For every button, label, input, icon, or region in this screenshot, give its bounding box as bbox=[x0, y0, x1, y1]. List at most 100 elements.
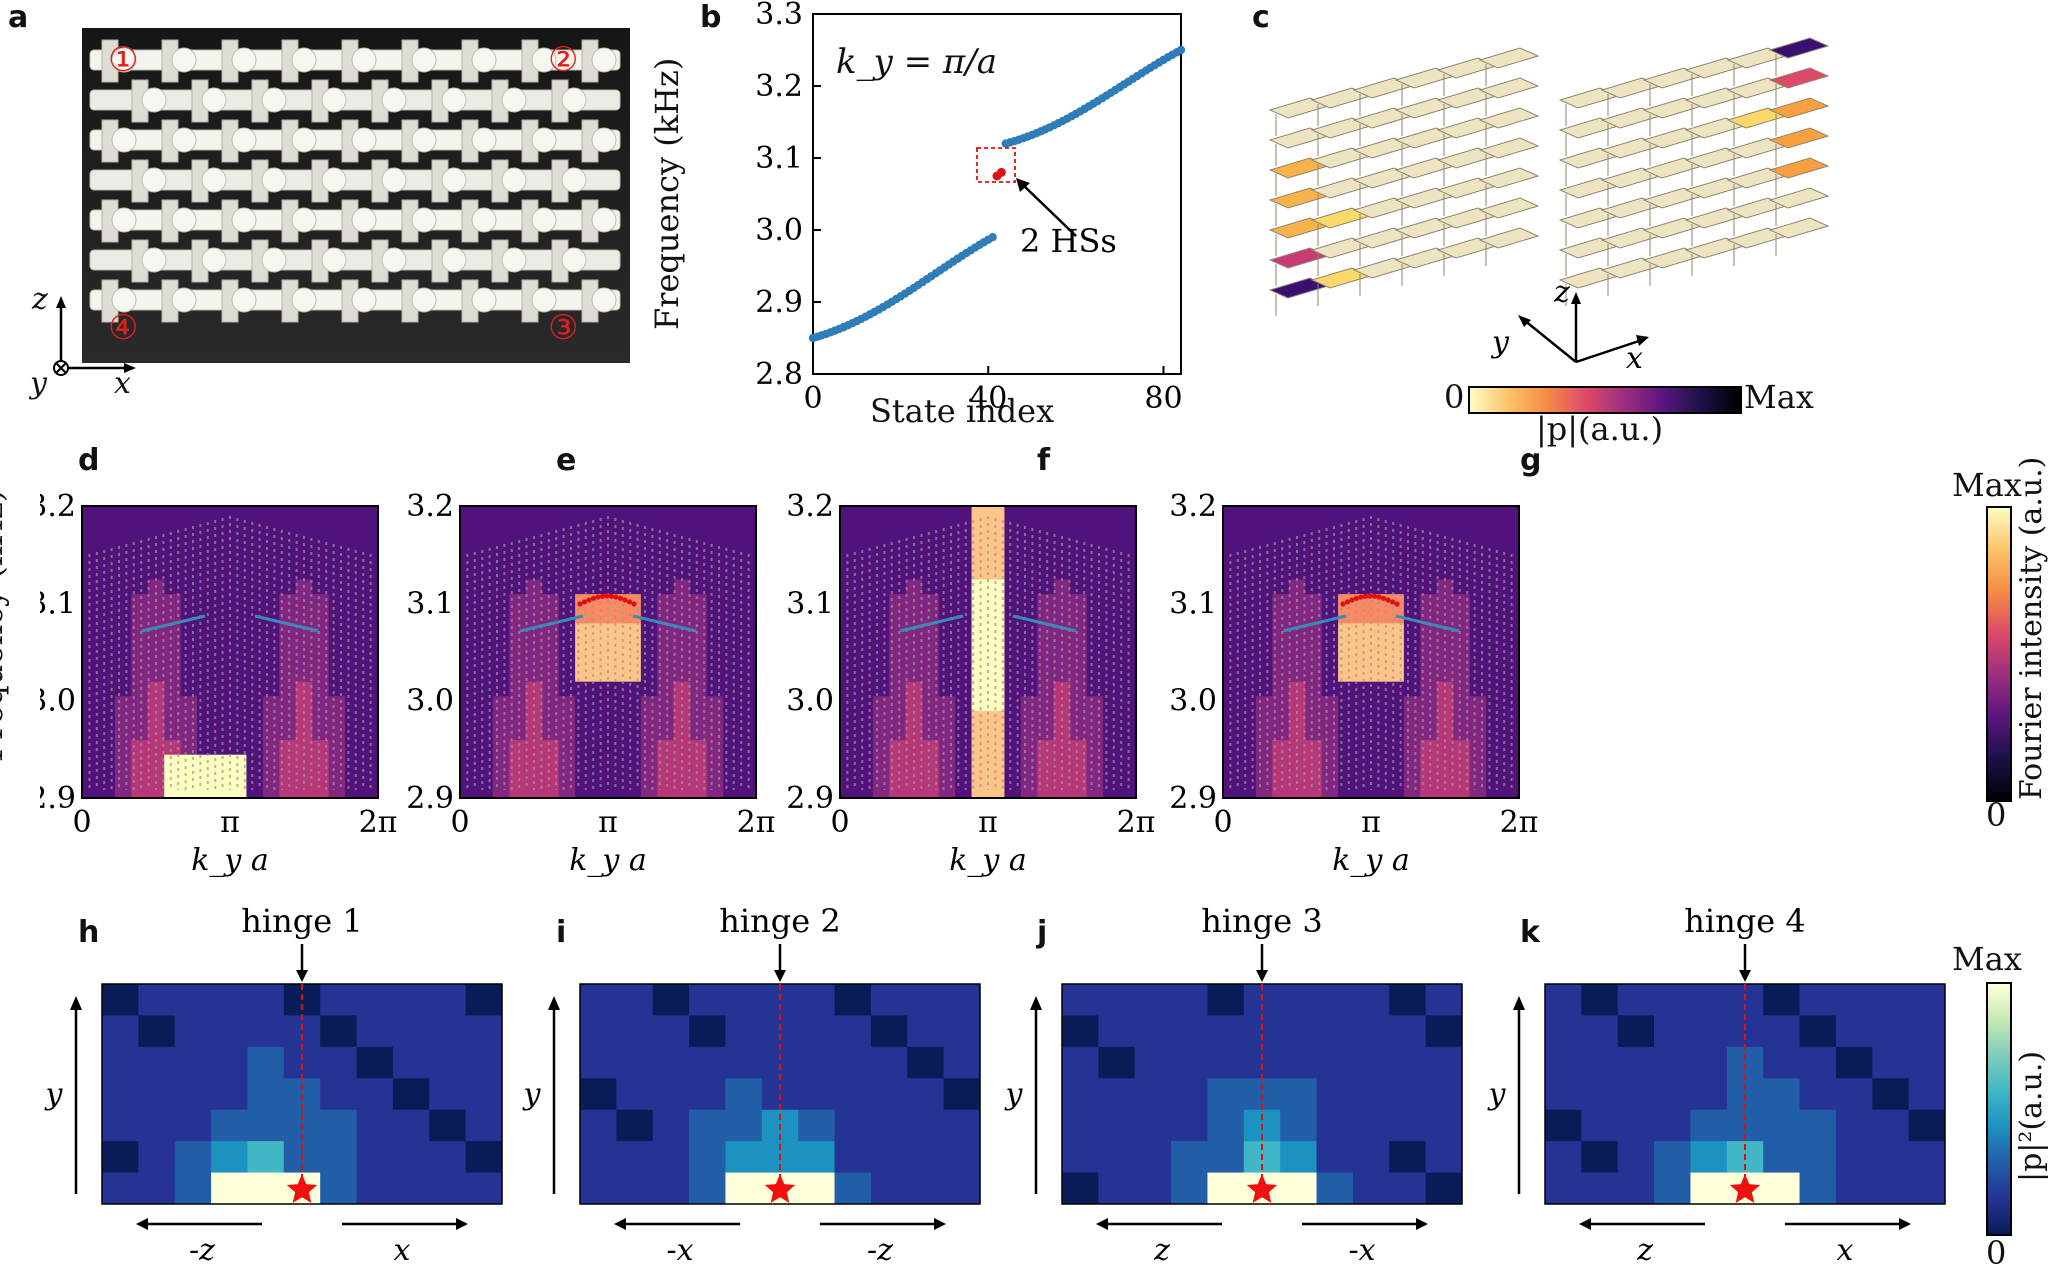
heatmap-cell bbox=[509, 637, 527, 653]
heatmap-cell bbox=[1288, 520, 1306, 536]
heatmap-cell bbox=[988, 783, 1005, 799]
heatmap-cell bbox=[608, 637, 625, 653]
bottom-label-left: -x bbox=[666, 1233, 693, 1268]
field-cell bbox=[616, 1046, 654, 1079]
heatmap-cell bbox=[82, 652, 99, 668]
field-cell bbox=[798, 1141, 836, 1174]
heatmap-cell bbox=[1037, 710, 1055, 726]
heatmap-cell bbox=[706, 783, 724, 799]
hinge-state-dot bbox=[1380, 595, 1387, 601]
heatmap-cell bbox=[460, 608, 477, 624]
heatmap-cell bbox=[542, 725, 560, 741]
heatmap-cell bbox=[938, 593, 956, 609]
heatmap-cell bbox=[262, 783, 280, 799]
heatmap-cell bbox=[1321, 637, 1339, 653]
heatmap-cell bbox=[575, 666, 593, 682]
heatmap-cell bbox=[345, 710, 363, 726]
panel-c-colorbar-min: 0 bbox=[1444, 378, 1465, 416]
lattice-cylinder bbox=[111, 47, 137, 73]
heatmap-cell bbox=[476, 739, 494, 755]
heatmap-cell bbox=[82, 564, 99, 580]
heatmap-cell bbox=[988, 579, 1005, 595]
heatmap-cell bbox=[460, 593, 477, 609]
heatmap-cell bbox=[1371, 608, 1388, 624]
heatmap-cell bbox=[1420, 666, 1438, 682]
heatmap-cell bbox=[1305, 637, 1323, 653]
field-cell bbox=[1316, 1078, 1354, 1111]
heatmap-cell bbox=[542, 739, 560, 755]
heatmap-cell bbox=[1502, 549, 1520, 565]
heatmap-cell bbox=[164, 622, 182, 638]
field-cell bbox=[1690, 1109, 1728, 1142]
heatmap-cell bbox=[1103, 564, 1121, 580]
heatmap-cell bbox=[492, 768, 510, 784]
heatmap-cell bbox=[608, 564, 625, 580]
heatmap-cell bbox=[1004, 579, 1022, 595]
heatmap-cell bbox=[1255, 783, 1273, 799]
heatmap-cell bbox=[328, 754, 346, 770]
heatmap-cell bbox=[131, 579, 149, 595]
lattice-cylinder bbox=[471, 47, 497, 73]
heatmap-cell bbox=[872, 666, 890, 682]
heatmap-cell bbox=[1502, 608, 1520, 624]
heatmap-cell bbox=[1272, 608, 1290, 624]
heatmap-cell bbox=[624, 739, 642, 755]
heatmap-cell bbox=[1004, 754, 1022, 770]
heatmap-cell bbox=[542, 506, 560, 522]
hinge-state-dot bbox=[1340, 601, 1346, 607]
heatmap-cell bbox=[640, 695, 658, 711]
heatmap-cell bbox=[723, 520, 741, 536]
heatmap-cell bbox=[1371, 549, 1388, 565]
heatmap-cell bbox=[1387, 754, 1405, 770]
heatmap-cell bbox=[1469, 695, 1487, 711]
heatmap-cell bbox=[1403, 506, 1421, 522]
heatmap-cell bbox=[114, 564, 132, 580]
heatmap-cell bbox=[213, 564, 231, 580]
heatmap-cell bbox=[624, 681, 642, 697]
hinge-state-dot bbox=[1353, 595, 1360, 601]
heatmap-cell bbox=[295, 535, 313, 551]
heatmap-cell bbox=[1453, 608, 1471, 624]
fourier-colorbar-min: 0 bbox=[1986, 796, 2007, 834]
heatmap-cell bbox=[938, 564, 956, 580]
heatmap-cell bbox=[1070, 739, 1088, 755]
heatmap-frame bbox=[459, 505, 757, 799]
heatmap-cell bbox=[230, 637, 247, 653]
heatmap-cell bbox=[114, 535, 132, 551]
heatmap-cell bbox=[509, 608, 527, 624]
source-star-icon bbox=[1246, 1174, 1278, 1203]
heatmap-cell bbox=[591, 783, 609, 799]
field-cell bbox=[652, 1046, 690, 1079]
heatmap-cell bbox=[1338, 506, 1356, 522]
heatmap-cell bbox=[230, 783, 247, 799]
heatmap-cell bbox=[279, 754, 297, 770]
field-cell bbox=[1654, 984, 1691, 1016]
heatmap-cell bbox=[1469, 754, 1487, 770]
field-cell bbox=[580, 1109, 617, 1142]
field-cell bbox=[1763, 1046, 1801, 1079]
heatmap-cell bbox=[955, 768, 973, 784]
heatmap-cell bbox=[889, 535, 907, 551]
field-cell bbox=[1872, 984, 1910, 1016]
heatmap-cell bbox=[509, 739, 527, 755]
heatmap-cell bbox=[1103, 520, 1121, 536]
heatmap-cell bbox=[1354, 535, 1372, 551]
field-cell bbox=[1207, 984, 1245, 1016]
heatmap-cell bbox=[164, 637, 182, 653]
heatmap-cell bbox=[197, 593, 215, 609]
heatmap-cell bbox=[922, 579, 940, 595]
heatmap-cell bbox=[1103, 695, 1121, 711]
heatmap-cell bbox=[1239, 564, 1257, 580]
bottom-label-left: -z bbox=[189, 1233, 215, 1268]
heatmap-cell bbox=[164, 695, 182, 711]
heatmap-cell bbox=[840, 637, 857, 653]
heatmap-cell bbox=[1004, 652, 1022, 668]
heatmap-cell bbox=[295, 652, 313, 668]
heatmap-cell bbox=[872, 768, 890, 784]
heatmap-cell bbox=[279, 549, 297, 565]
heatmap-cell bbox=[1469, 535, 1487, 551]
heatmap-cell bbox=[971, 564, 989, 580]
heatmap-cell bbox=[889, 652, 907, 668]
heatmap-cell bbox=[98, 564, 116, 580]
heatmap-cell bbox=[1371, 506, 1388, 522]
